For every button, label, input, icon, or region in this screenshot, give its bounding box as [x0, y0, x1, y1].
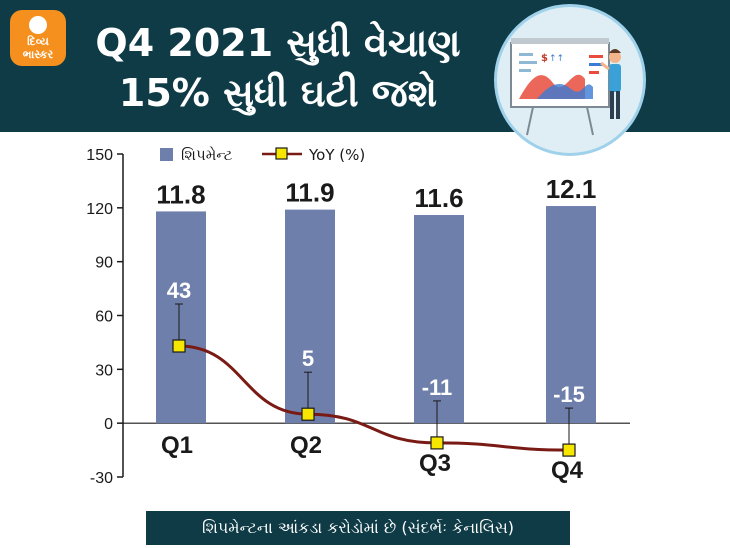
category-label: Q2	[290, 432, 322, 459]
y-tick-label: 120	[86, 201, 113, 218]
logo-text-line2: ભાસ્કર	[22, 48, 54, 61]
y-tick-label: 30	[95, 362, 113, 379]
yoy-value-label: -11	[422, 375, 453, 400]
sun-icon	[29, 16, 47, 34]
legend-swatch-yoy-marker	[275, 147, 288, 160]
yoy-value-label: -15	[553, 382, 585, 407]
headline-line2: 15% સુધી ઘટી જશે	[118, 71, 438, 115]
category-label: Q3	[419, 450, 451, 477]
presenter-icon: $ ↑↑	[510, 38, 621, 136]
yoy-markers	[172, 339, 576, 457]
yoy-value-label: 43	[167, 278, 191, 303]
presentation-illustration: $ ↑↑	[494, 4, 646, 156]
bar-q3	[414, 215, 464, 424]
yoy-marker	[301, 407, 315, 421]
legend: શિપમેન્ટ YoY (%)	[160, 146, 365, 164]
bar-value-label: 11.8	[156, 179, 205, 209]
bar-value-label: 11.6	[414, 183, 463, 213]
source-note: શિપમેન્ટના આંકડા કરોડોમાં છે (સંદર્ભઃ કે…	[201, 518, 515, 537]
yoy-marker	[172, 339, 186, 353]
shipment-chart: 150 120 90 60 30 0 -30 11.8 11.9 11.6 12.1 43 5 -11…	[86, 146, 630, 487]
yoy-stems	[175, 303, 573, 445]
y-tick-label: -30	[90, 470, 113, 487]
legend-label-shipment: શિપમેન્ટ	[181, 146, 233, 164]
bar-value-label: 12.1	[546, 174, 597, 204]
svg-text:$: $	[541, 53, 548, 64]
y-tick-label: 0	[104, 416, 113, 433]
category-label: Q4	[551, 457, 584, 484]
yoy-series-line	[178, 344, 570, 452]
bar-q2	[285, 209, 335, 424]
y-tick-label: 150	[86, 147, 113, 164]
bar-q4	[546, 206, 596, 424]
yoy-value-labels: 43 5 -11 -15	[167, 278, 585, 407]
legend-swatch-shipment	[160, 148, 173, 161]
bar-q1	[156, 211, 206, 424]
y-tick-label: 60	[95, 309, 113, 326]
yoy-value-label: 5	[302, 346, 314, 371]
legend-label-yoy: YoY (%)	[308, 146, 365, 164]
y-axis: 150 120 90 60 30 0 -30	[86, 147, 630, 487]
category-labels: Q1 Q2 Q3 Q4	[161, 432, 584, 484]
svg-text:↑↑: ↑↑	[549, 54, 564, 64]
y-tick-label: 90	[95, 255, 113, 272]
yoy-marker	[430, 436, 444, 450]
yoy-marker	[562, 443, 576, 457]
logo-text-line1: દિવ્ય	[27, 35, 49, 48]
bar-series	[156, 206, 596, 424]
category-label: Q1	[161, 432, 193, 459]
bar-value-labels: 11.8 11.9 11.6 12.1	[156, 174, 596, 213]
brand-logo: દિવ્ય ભાસ્કર	[10, 10, 66, 66]
footer-banner: શિપમેન્ટના આંકડા કરોડોમાં છે (સંદર્ભઃ કે…	[146, 511, 570, 545]
bar-value-label: 11.9	[285, 178, 334, 208]
headline-line1: Q4 2021 સુધી વેચાણ	[95, 21, 461, 65]
